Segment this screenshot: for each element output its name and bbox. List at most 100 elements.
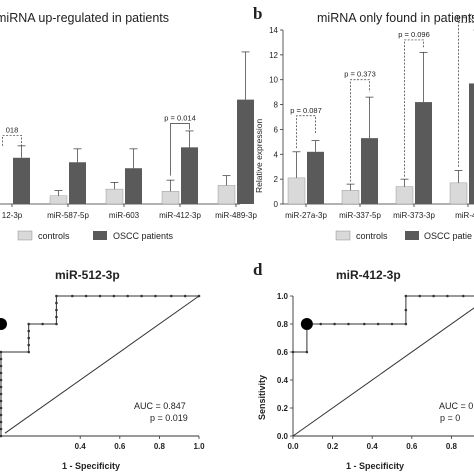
legend-swatch-patients xyxy=(93,231,107,240)
reference-line xyxy=(292,307,474,437)
category-label: miR-373-3p xyxy=(393,211,435,220)
bar-patients xyxy=(307,151,324,204)
p-value-label: p = 0.373 xyxy=(344,70,376,79)
category-label: miR-489-3p xyxy=(215,211,257,220)
x-tick-label: 1.0 xyxy=(193,442,205,451)
panel-b: b miRNA only found in patients Relative … xyxy=(253,4,474,241)
roc-point xyxy=(98,294,102,298)
legend-swatch-controls xyxy=(17,230,33,241)
panel-d-p: p = 0 xyxy=(440,413,460,423)
roc-point xyxy=(390,322,394,326)
category-label: miR-587-5p xyxy=(47,211,89,220)
roc-point xyxy=(461,294,465,298)
panel-c-plot: 0.4 0.6 0.8 1.0 xyxy=(0,294,205,451)
y-tick-label: 0.0 xyxy=(277,432,289,441)
bar-controls xyxy=(341,190,360,205)
x-tick-label: 0.6 xyxy=(406,442,418,451)
x-tick-label: 0.0 xyxy=(287,442,299,451)
bar-patients xyxy=(125,168,142,204)
bar-controls xyxy=(161,191,180,205)
panel-d: d miR-412-3p Sensitivity 0.0 0.2 0.4 0.6 0.8… xyxy=(253,260,474,471)
roc-point xyxy=(446,294,449,298)
roc-point xyxy=(84,294,88,298)
roc-point xyxy=(27,350,31,354)
roc-point xyxy=(27,343,31,347)
panel-d-title: miR-412-3p xyxy=(336,268,401,282)
roc-point xyxy=(376,322,380,326)
y-tick-label: 4 xyxy=(274,150,279,159)
y-tick-label: 0 xyxy=(274,200,279,209)
reference-line xyxy=(4,295,200,434)
p-bracket xyxy=(404,39,424,177)
roc-point xyxy=(333,322,336,326)
p-value-label: p = 0.0 xyxy=(456,13,474,22)
y-tick-label: 2 xyxy=(274,175,279,184)
legend-label-controls: controls xyxy=(38,231,70,241)
p-value-label: p = 0.014 xyxy=(164,113,196,122)
panel-c-p: p = 0.019 xyxy=(150,413,188,423)
y-tick-label: 10 xyxy=(269,76,278,85)
roc-point xyxy=(418,294,422,298)
roc-curve xyxy=(0,295,199,436)
y-tick-label: 0.4 xyxy=(277,376,289,385)
panel-a-plot: 12-3p miR-587-5p miR-603 miR-412-3p miR-489-… xyxy=(0,51,257,220)
category-label: 12-3p xyxy=(2,211,23,220)
p-bracket xyxy=(2,135,22,146)
p-value-label: 018 xyxy=(6,125,19,134)
x-tick-label: 0.8 xyxy=(446,442,458,451)
roc-point xyxy=(154,294,157,298)
panel-a: miRNA up-regulated in patients 12-3p miR-… xyxy=(0,11,257,241)
bar-controls xyxy=(395,186,414,205)
bar-patients xyxy=(415,102,432,204)
roc-point xyxy=(55,301,58,305)
roc-point xyxy=(55,322,58,326)
category-label: miR-603 xyxy=(109,211,140,220)
panel-b-ylabel: Relative expression xyxy=(254,119,264,193)
panel-letter-d: d xyxy=(253,260,263,279)
roc-point xyxy=(0,399,3,403)
panel-c-title: miR-512-3p xyxy=(55,268,120,282)
panel-d-auc: AUC = 0 xyxy=(439,401,473,411)
category-label: miR-27a-3p xyxy=(285,211,327,220)
p-value-label: p = 0.096 xyxy=(398,30,430,39)
panel-b-title: miRNA only found in patients xyxy=(317,11,474,25)
roc-point xyxy=(169,294,173,298)
roc-curve xyxy=(293,295,474,353)
roc-point xyxy=(41,322,44,326)
category-label: miR-337-5p xyxy=(339,211,381,220)
category-label: miR-412-3p xyxy=(159,211,201,220)
roc-point xyxy=(0,406,3,410)
legend-label-patients: OSCC patie xyxy=(424,231,472,241)
roc-point xyxy=(55,294,58,298)
legend-label-controls: controls xyxy=(356,231,388,241)
y-tick-label: 12 xyxy=(269,51,278,60)
bar-patients xyxy=(237,99,254,204)
roc-point xyxy=(305,350,309,354)
legend-swatch-patients xyxy=(405,231,419,240)
x-tick-label: 0.8 xyxy=(154,442,166,451)
roc-point xyxy=(27,322,31,326)
p-bracket xyxy=(296,115,316,149)
panel-letter-b: b xyxy=(253,4,262,23)
roc-point xyxy=(347,322,350,326)
roc-point xyxy=(404,308,408,312)
roc-point xyxy=(197,294,201,298)
bar-patients xyxy=(181,147,198,204)
roc-point xyxy=(183,294,187,298)
roc-point xyxy=(55,315,58,319)
panel-d-xlabel: 1 - Specificity xyxy=(346,461,404,471)
bar-controls xyxy=(449,182,468,205)
roc-point xyxy=(126,294,130,298)
panel-d-plot: 0.0 0.2 0.4 0.6 0.8 1.0 0.0 0.2 0.4 0.6 0.8 xyxy=(277,292,474,451)
roc-point xyxy=(0,385,3,389)
roc-point xyxy=(0,420,3,424)
panel-b-plot: 0 2 4 6 8 10 12 14 miR-27a-3p miR-337-5p miR-373-3… xyxy=(269,13,474,220)
y-tick-label: 0.8 xyxy=(277,320,289,329)
bar-controls xyxy=(49,195,68,205)
panel-a-title: miRNA up-regulated in patients xyxy=(0,11,169,25)
panel-d-ylabel: Sensitivity xyxy=(257,375,267,420)
panel-a-legend: controls OSCC patients xyxy=(17,230,174,241)
x-tick-label: 0.4 xyxy=(75,442,87,451)
roc-point xyxy=(0,392,3,396)
roc-point xyxy=(0,350,3,354)
